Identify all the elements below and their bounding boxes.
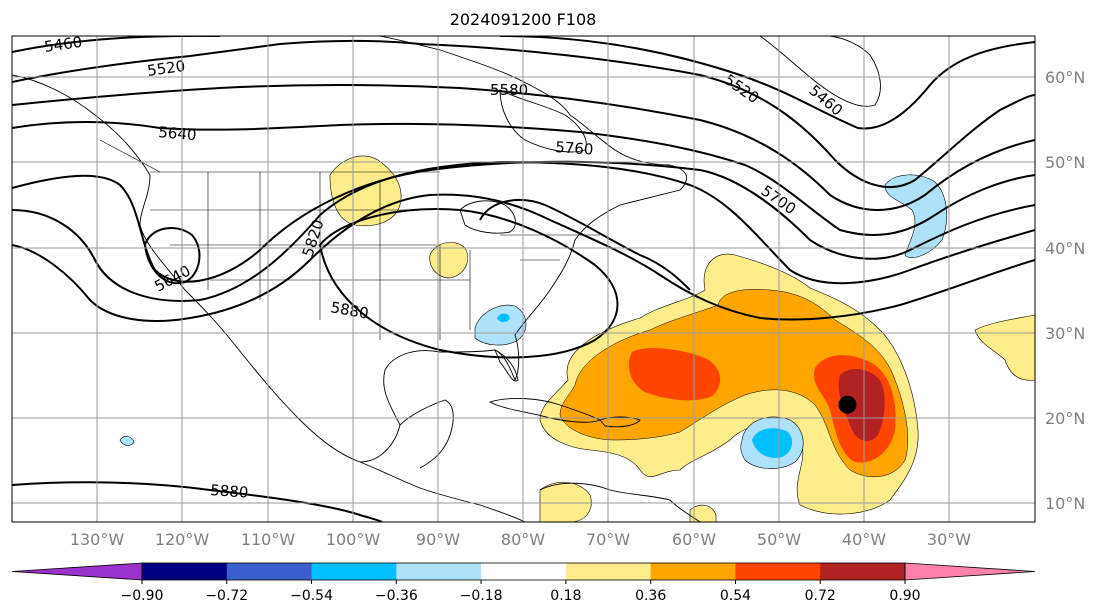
greenland-coast — [759, 36, 881, 107]
negative-anomaly-lightblue-4 — [119, 436, 135, 446]
lat-label: 30°N — [1045, 324, 1085, 343]
contour-5580 — [12, 84, 1035, 211]
colorbar-segment — [396, 563, 482, 580]
colorbar-segment — [650, 563, 736, 580]
coastlines — [12, 36, 881, 522]
positive-anomaly-region-3 — [429, 242, 469, 279]
colorbar-tick-label: 0.18 — [550, 588, 581, 604]
lon-label: 50°W — [757, 530, 801, 549]
lat-label: 40°N — [1045, 239, 1085, 258]
colorbar-segment — [820, 563, 906, 580]
lat-label: 10°N — [1045, 494, 1085, 513]
colorbar-segment — [311, 563, 397, 580]
contour-label: 5760 — [555, 138, 594, 159]
central-america-coast — [359, 461, 526, 522]
lon-label: 80°W — [501, 530, 545, 549]
lat-label: 60°N — [1045, 68, 1085, 87]
negative-anomaly-blue-1 — [752, 428, 793, 458]
lon-label: 70°W — [586, 530, 630, 549]
positive-anomaly-region-5 — [539, 482, 592, 522]
lat-label: 50°N — [1045, 153, 1085, 172]
colorbar-tick-label: 0.90 — [889, 588, 920, 604]
contour-5880-loop — [318, 208, 619, 359]
contour-5700 — [12, 160, 1035, 283]
colorbar-segment — [565, 563, 652, 580]
state-borders — [99, 139, 600, 340]
yucatan-coast — [399, 399, 454, 469]
contour-5460 — [12, 36, 1035, 130]
colorbar-tick-label: −0.54 — [290, 588, 333, 604]
contour-5880-inner — [479, 199, 691, 291]
latitude-labels: 10°N 20°N 30°N 40°N 50°N 60°N — [1045, 68, 1085, 513]
map-frame-border — [11, 35, 1036, 523]
contour-5520-west — [12, 40, 421, 83]
map-title: 2024091200 F108 — [450, 10, 597, 29]
florida-coast — [494, 349, 519, 382]
colorbar-tick-label: −0.72 — [205, 588, 248, 604]
lon-label: 100°W — [326, 530, 381, 549]
lon-label: 120°W — [155, 530, 210, 549]
contour-5820-low — [143, 227, 201, 285]
contour-5640 — [12, 121, 1035, 236]
negative-anomaly-blue-2 — [497, 313, 510, 323]
negative-anomaly-lightblue-3 — [474, 304, 527, 346]
positive-anomaly-region-4 — [974, 314, 1035, 381]
contour-5880-south — [12, 481, 383, 522]
contour-label: 5640 — [158, 123, 198, 144]
hudson-bay-coast — [499, 89, 587, 153]
positive-anomaly-darkred — [838, 368, 885, 442]
contour-5820-ridge — [12, 193, 1035, 322]
lon-label: 130°W — [70, 530, 125, 549]
height-contours — [12, 36, 1035, 522]
colorbar-extend-low — [11, 562, 143, 581]
colorbar: −0.90 −0.72 −0.54 −0.36 −0.18 0.18 0.36 0.54 0.7… — [11, 562, 1036, 604]
colorbar-tick-label: 0.72 — [805, 588, 836, 604]
contour-label: 5460 — [43, 33, 83, 56]
south-america-coast — [539, 482, 701, 522]
lat-label: 20°N — [1045, 409, 1085, 428]
colorbar-segment — [226, 563, 313, 580]
colorbar-tick-label: 0.54 — [720, 588, 751, 604]
colorbar-tick-label: −0.36 — [375, 588, 418, 604]
colorbar-extend-high — [904, 562, 1036, 581]
positive-anomaly-redorange-1 — [628, 348, 721, 401]
contour-label: 5580 — [490, 81, 528, 99]
colorbar-tick-label: 0.36 — [635, 588, 666, 604]
great-lakes — [459, 200, 516, 234]
colorbar-tick-label: −0.18 — [460, 588, 503, 604]
lon-label: 30°W — [927, 530, 971, 549]
colorbar-tick-label: −0.90 — [121, 588, 164, 604]
longitude-labels: 130°W 120°W 110°W 100°W 90°W 80°W 70°W 6… — [70, 530, 971, 549]
contour-label: 5520 — [146, 57, 186, 80]
colorbar-frame — [141, 562, 906, 581]
lon-label: 40°W — [842, 530, 886, 549]
contour-label: 5880 — [210, 481, 249, 502]
storm-position-marker — [838, 395, 857, 414]
lon-label: 60°W — [672, 530, 716, 549]
negative-anomaly-lightblue-2 — [884, 174, 947, 259]
colorbar-segment — [735, 563, 821, 580]
lon-label: 110°W — [241, 530, 296, 549]
graticule — [12, 36, 1035, 522]
lon-label: 90°W — [416, 530, 460, 549]
colorbar-segment — [142, 563, 228, 580]
colorbar-segment — [481, 563, 567, 580]
hispaniola-coast — [599, 416, 641, 428]
contour-5520-east — [419, 43, 1035, 189]
